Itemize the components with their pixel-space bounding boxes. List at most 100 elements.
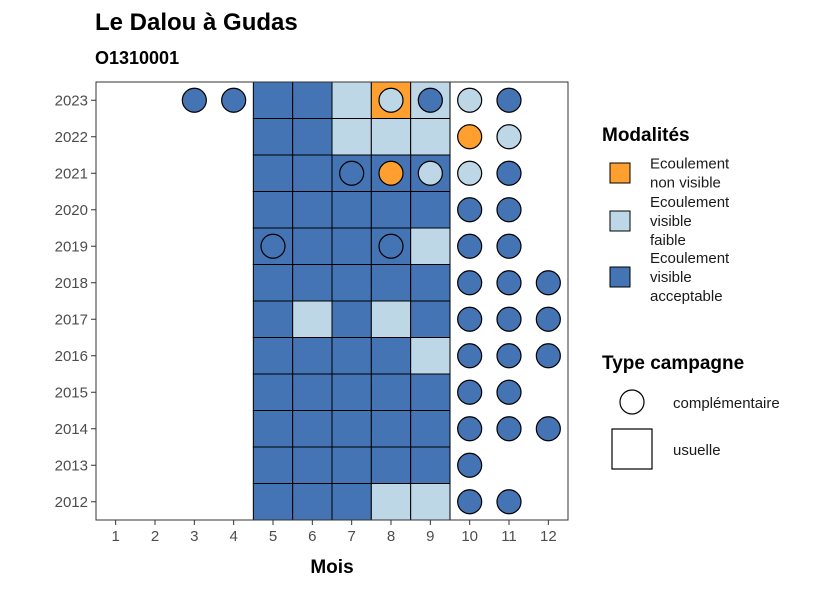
tile-2018-5 [252,264,294,302]
tile-2017-9 [410,300,451,338]
point-2017-11 [496,306,522,332]
x-tick-label: 8 [387,528,395,545]
tile-2020-7 [331,191,372,229]
legend-key-label: acceptable [650,288,723,305]
tile-2012-9 [410,483,451,521]
tile-2013-9 [410,446,451,484]
point-2023-3 [181,87,207,113]
tile-2018-8 [370,264,412,302]
tile-2019-9 [410,227,451,265]
legend-key-label: visible [650,213,692,230]
usuelle-cells [252,81,451,521]
tile-2018-6 [292,264,333,302]
tile-2013-7 [331,446,372,484]
point-2018-10 [457,270,483,296]
tile-2012-5 [252,483,294,521]
point-2023-8 [378,87,404,113]
x-tick-label: 2 [151,528,159,545]
tile-2018-9 [410,264,451,302]
tile-2016-5 [252,337,294,375]
x-tick-label: 7 [347,528,355,545]
tile-2016-7 [331,337,372,375]
tile-2016-6 [292,337,333,375]
legend-circle-key [619,389,645,415]
tile-2021-5 [252,154,294,192]
y-tick-label: 2015 [55,384,88,401]
tile-2013-8 [370,446,412,484]
x-axis: 1 2 3 4 5 6 7 8 9 10 11 12 [111,520,557,545]
legend-key-swatch [609,210,631,232]
legend-key-label: Ecoulement [650,156,730,173]
point-2012-11 [496,489,522,515]
legend-key-swatch [609,162,631,184]
y-tick-label: 2022 [55,129,88,146]
point-2021-10 [457,160,483,186]
point-2023-10 [457,87,483,113]
point-2016-11 [496,343,522,369]
tile-2014-5 [252,410,294,448]
tile-2015-7 [331,373,372,411]
point-2020-11 [496,197,522,223]
x-axis-title: Mois [310,557,353,578]
tile-2015-6 [292,373,333,411]
x-tick-label: 1 [111,528,119,545]
y-axis: 2012 2013 2014 2015 2016 2017 2018 2019 2020 2021… [55,92,96,511]
tile-2017-8 [370,300,412,338]
point-2014-10 [457,416,483,442]
point-2014-11 [496,416,522,442]
legend-campagne-label: usuelle [673,442,721,459]
complementaire-points [181,87,561,515]
legend-key-label: Ecoulement [650,250,730,267]
legend-key-label: Ecoulement [650,194,730,211]
tile-2023-6 [292,81,333,119]
tile-2023-7 [331,81,372,119]
tile-2019-6 [292,227,333,265]
tile-2017-7 [331,300,372,338]
x-tick-label: 12 [540,528,557,545]
x-tick-label: 9 [426,528,434,545]
tile-2020-9 [410,191,451,229]
tile-2020-8 [370,191,412,229]
point-2017-10 [457,306,483,332]
y-tick-label: 2023 [55,92,88,109]
x-tick-label: 3 [190,528,198,545]
point-2019-11 [496,233,522,259]
point-2015-11 [496,379,522,405]
point-2021-7 [339,160,365,186]
tile-2014-6 [292,410,333,448]
tile-2018-7 [331,264,372,302]
point-2022-10 [457,124,483,150]
tile-2012-8 [370,483,412,521]
point-2022-11 [496,124,522,150]
chart-subtitle: O1310001 [95,48,179,68]
y-tick-label: 2017 [55,311,88,328]
x-tick-label: 6 [308,528,316,545]
y-tick-label: 2018 [55,275,88,292]
y-tick-label: 2012 [55,494,88,511]
x-tick-label: 10 [461,528,478,545]
point-2023-4 [221,87,247,113]
point-2019-5 [260,233,286,259]
legend-key-label: non visible [650,175,721,192]
panel-border [95,81,569,521]
tile-2013-6 [292,446,333,484]
x-tick-label: 4 [229,528,237,545]
legend-modalites: Modalités Ecoulement non visible Ecoulement… [602,125,730,305]
tile-2014-7 [331,410,372,448]
tile-2022-7 [331,118,372,156]
tile-2016-8 [370,337,412,375]
chart-title: Le Dalou à Gudas [95,9,298,36]
point-2018-11 [496,270,522,296]
tile-2015-9 [410,373,451,411]
tile-2015-5 [252,373,294,411]
point-2021-11 [496,160,522,186]
y-tick-label: 2020 [55,202,88,219]
tile-2013-5 [252,446,294,484]
tile-2019-7 [331,227,372,265]
tile-2014-9 [410,410,451,448]
point-2019-8 [378,233,404,259]
tile-2017-5 [252,300,294,338]
tile-2017-6 [292,300,333,338]
point-2015-10 [457,379,483,405]
